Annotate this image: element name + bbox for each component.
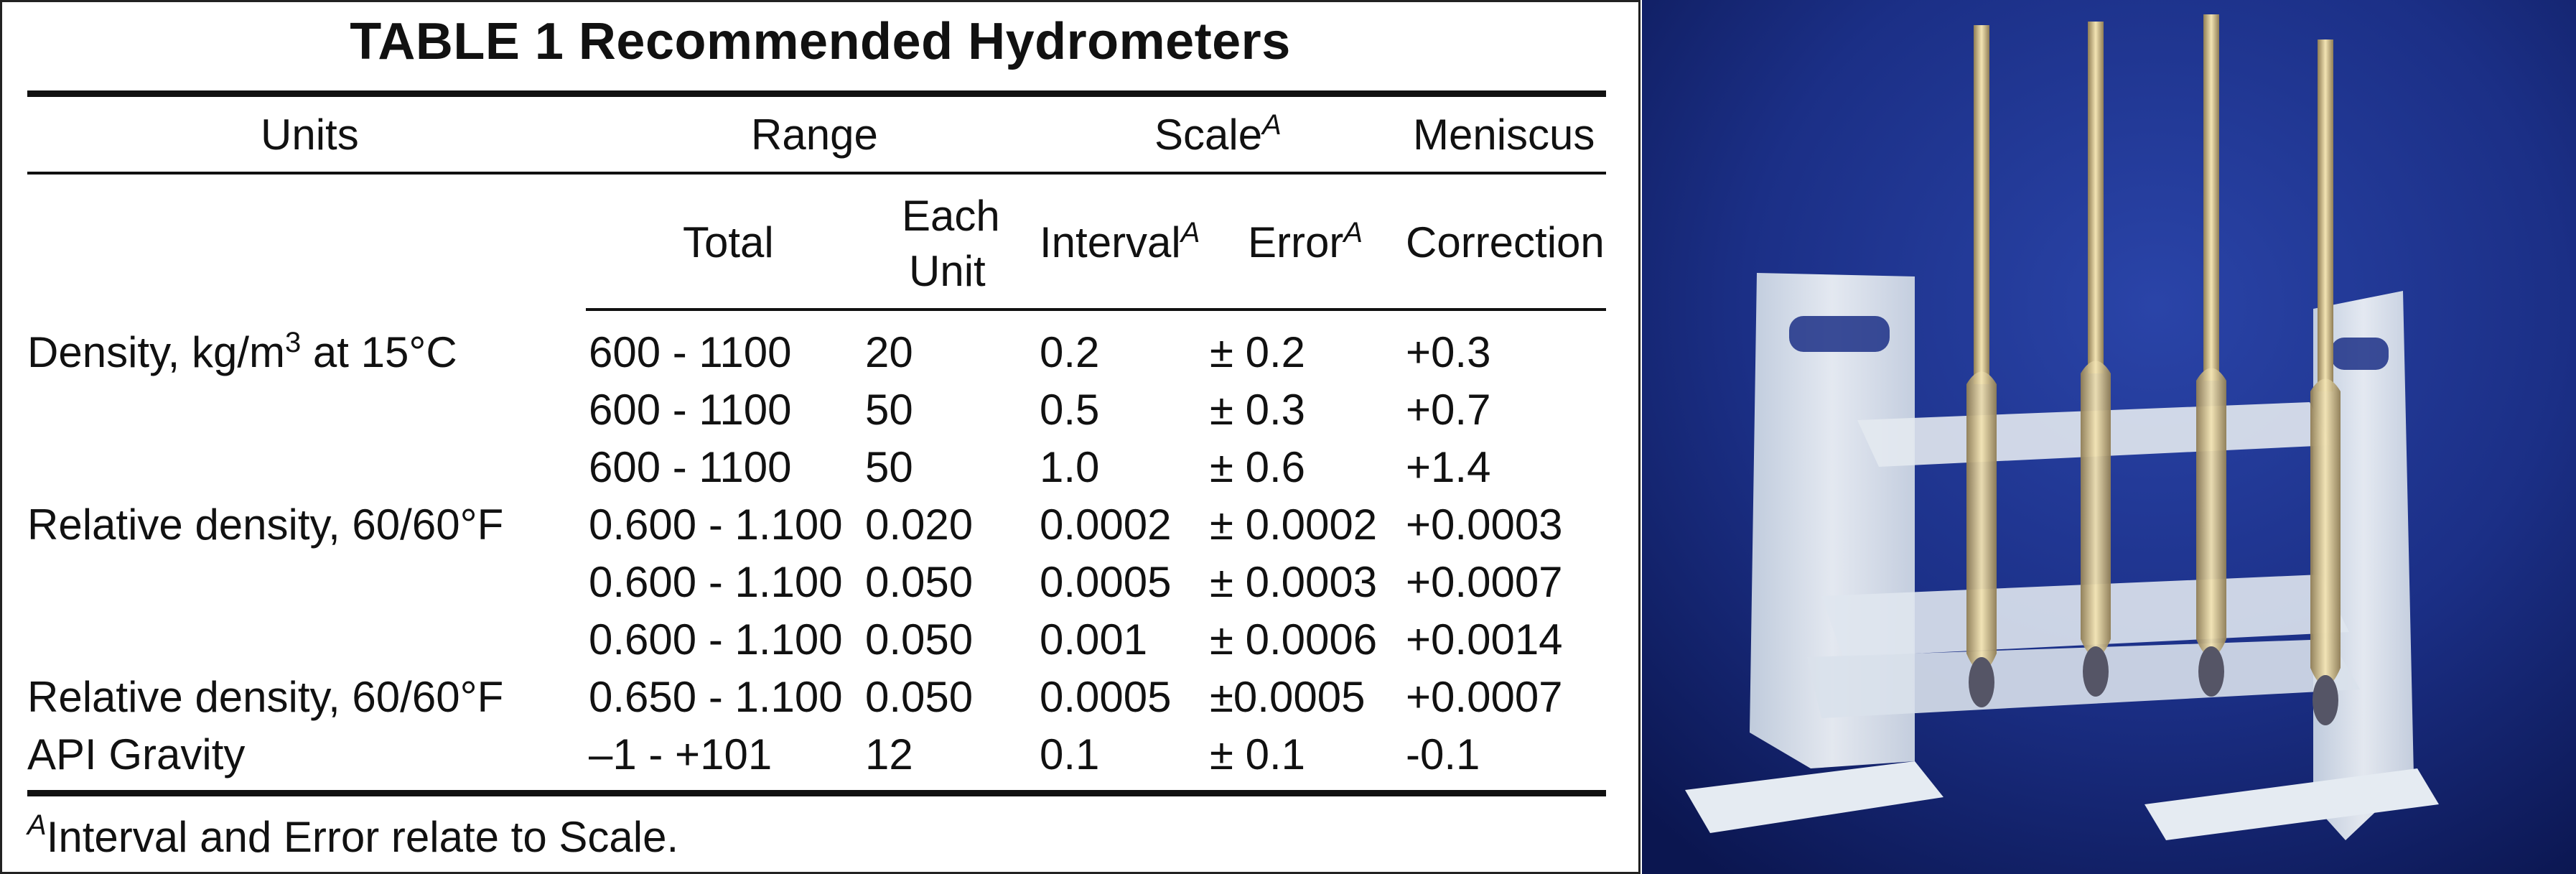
rack-base bbox=[1685, 761, 1943, 833]
row-2-each: 50 bbox=[865, 386, 913, 434]
row-4-each: 0.020 bbox=[865, 501, 974, 549]
row-1-error: ± 0.2 bbox=[1210, 328, 1306, 376]
row-7-total: 0.650 - 1.100 bbox=[589, 673, 843, 721]
header-range: Range bbox=[751, 111, 878, 159]
header-error: ErrorA bbox=[1248, 218, 1363, 266]
row-8-correction: -0.1 bbox=[1406, 730, 1480, 778]
header-interval-sup: A bbox=[1180, 217, 1200, 248]
top-rule bbox=[27, 90, 1606, 97]
row-2-correction: +0.7 bbox=[1406, 386, 1491, 434]
header-meniscus: Meniscus bbox=[1413, 111, 1595, 159]
header-unit: Unit bbox=[909, 247, 986, 295]
row-1-interval: 0.2 bbox=[1040, 328, 1100, 376]
hydrometer-3 bbox=[2196, 14, 2226, 697]
row-5-correction: +0.0007 bbox=[1406, 558, 1563, 606]
hydrometer-2 bbox=[2081, 22, 2111, 697]
hydrometer-rack-illustration bbox=[1642, 0, 2576, 874]
header-scale: ScaleA bbox=[1154, 111, 1282, 159]
row-4-total: 0.600 - 1.100 bbox=[589, 501, 843, 549]
header-scale-sup: A bbox=[1262, 109, 1282, 141]
row-2-interval: 0.5 bbox=[1040, 386, 1100, 434]
row-6-error: ± 0.0006 bbox=[1210, 615, 1378, 664]
row-7-each: 0.050 bbox=[865, 673, 974, 721]
row-6-each: 0.050 bbox=[865, 615, 974, 664]
row-5-error: ± 0.0003 bbox=[1210, 558, 1378, 606]
header-rule bbox=[27, 172, 1606, 175]
bottom-rule bbox=[27, 790, 1606, 796]
row-1-units-text: Density, kg/m bbox=[27, 328, 285, 376]
footnote-sup: A bbox=[27, 809, 47, 841]
row-6-interval: 0.001 bbox=[1040, 615, 1148, 664]
hydrometer-table: TABLE 1 Recommended Hydrometers Units Ra… bbox=[0, 0, 1641, 874]
footnote-text: Interval and Error relate to Scale. bbox=[46, 813, 679, 861]
row-5-interval: 0.0005 bbox=[1040, 558, 1172, 606]
rack-base-right bbox=[2145, 768, 2439, 840]
row-3-correction: +1.4 bbox=[1406, 443, 1491, 491]
row-4-correction: +0.0003 bbox=[1406, 501, 1563, 549]
row-7-interval: 0.0005 bbox=[1040, 673, 1172, 721]
row-8-units: API Gravity bbox=[27, 730, 246, 778]
row-5-each: 0.050 bbox=[865, 558, 974, 606]
hydrometer-1 bbox=[1966, 25, 1997, 707]
row-1-units-tail: at 15°C bbox=[301, 328, 457, 376]
header-interval: IntervalA bbox=[1040, 218, 1200, 266]
row-7-error: ±0.0005 bbox=[1210, 673, 1366, 721]
row-1-total: 600 - 1100 bbox=[589, 328, 792, 376]
subheader-rule bbox=[586, 308, 1606, 311]
header-error-label: Error bbox=[1248, 218, 1344, 266]
row-6-total: 0.600 - 1.100 bbox=[589, 615, 843, 664]
row-2-total: 600 - 1100 bbox=[589, 386, 792, 434]
rack-right-handle bbox=[2331, 338, 2389, 370]
row-3-error: ± 0.6 bbox=[1210, 443, 1306, 491]
row-3-interval: 1.0 bbox=[1040, 443, 1100, 491]
header-total: Total bbox=[683, 218, 774, 266]
row-1-units-sup: 3 bbox=[284, 327, 302, 358]
row-4-error: ± 0.0002 bbox=[1210, 501, 1378, 549]
header-scale-label: Scale bbox=[1154, 111, 1263, 159]
row-3-each: 50 bbox=[865, 443, 913, 491]
header-units: Units bbox=[261, 111, 359, 159]
row-4-units: Relative density, 60/60°F bbox=[27, 501, 504, 549]
row-6-correction: +0.0014 bbox=[1406, 615, 1563, 664]
row-1-correction: +0.3 bbox=[1406, 328, 1491, 376]
row-8-error: ± 0.1 bbox=[1210, 730, 1306, 778]
row-3-total: 600 - 1100 bbox=[589, 443, 792, 491]
row-1-each: 20 bbox=[865, 328, 913, 376]
row-5-total: 0.600 - 1.100 bbox=[589, 558, 843, 606]
row-4-interval: 0.0002 bbox=[1040, 501, 1172, 549]
hydrometer-4 bbox=[2310, 39, 2341, 725]
row-7-units: Relative density, 60/60°F bbox=[27, 673, 504, 721]
header-correction: Correction bbox=[1406, 218, 1605, 266]
header-error-sup: A bbox=[1343, 217, 1363, 248]
table-title: TABLE 1 Recommended Hydrometers bbox=[350, 13, 1291, 70]
row-8-each: 12 bbox=[865, 730, 913, 778]
rack-left-handle bbox=[1789, 316, 1890, 352]
row-1-units: Density, kg/m3 at 15°C bbox=[27, 328, 457, 376]
header-interval-label: Interval bbox=[1040, 218, 1181, 266]
table-footnote: AInterval and Error relate to Scale. bbox=[27, 809, 679, 862]
row-2-error: ± 0.3 bbox=[1210, 386, 1306, 434]
row-8-total: –1 - +101 bbox=[589, 730, 773, 778]
header-each: Each bbox=[902, 192, 1000, 240]
hydrometer-rack-photo bbox=[1642, 0, 2576, 874]
row-7-correction: +0.0007 bbox=[1406, 673, 1563, 721]
row-8-interval: 0.1 bbox=[1040, 730, 1100, 778]
